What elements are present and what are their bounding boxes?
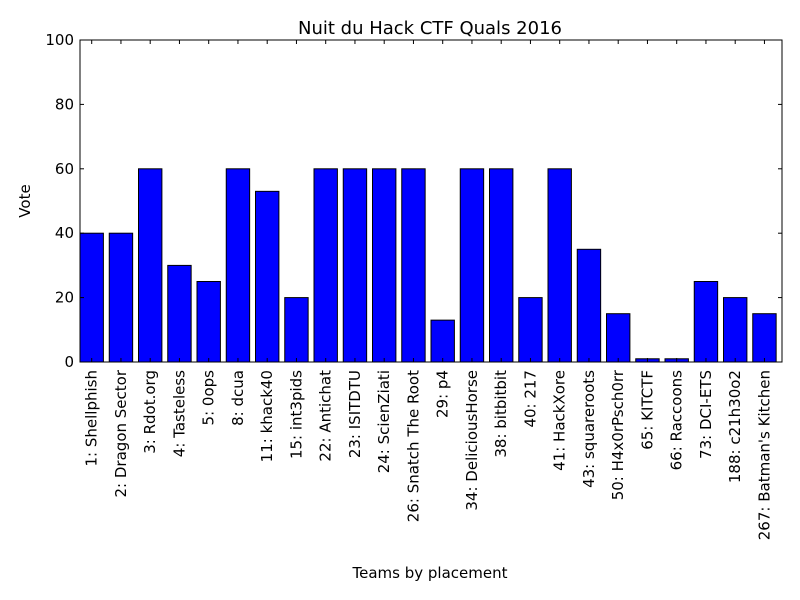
bar [547,168,572,363]
x-tick-label: 50: H4x0rPsch0rr [609,369,627,500]
chart-title: Nuit du Hack CTF Quals 2016 [298,18,562,39]
x-tick-label: 26: Snatch The Root [404,370,422,522]
bars-group [79,168,777,363]
y-tick-label: 80 [55,95,74,113]
bar [459,168,485,363]
x-tick-label: 66: Raccoons [668,370,686,471]
x-tick-label: 23: ISITDTU [346,370,364,458]
plot-frame [79,39,783,363]
bar [489,168,514,363]
y-axis-ticks: 0 20 40 60 80 100 [45,31,782,371]
bar [342,168,368,363]
bar [255,190,280,363]
x-tick-label: 4: Tasteless [170,370,188,457]
x-tick-label: 29: p4 [434,370,452,418]
bar [723,297,748,363]
y-tick-label: 40 [55,224,74,242]
y-tick-label: 0 [64,353,74,371]
x-tick-label: 3: Rdot.org [141,370,159,454]
bar [138,168,163,363]
x-tick-label: 267: Batman's Kitchen [755,370,773,540]
y-tick-label: 20 [55,289,74,307]
x-tick-label: 5: 0ops [200,370,218,426]
y-axis-label: Vote [16,184,34,217]
bar [284,297,309,363]
y-tick-label: 100 [45,31,74,49]
x-tick-label: 1: Shellphish [83,370,101,466]
bar [196,281,221,363]
x-tick-label: 188: c21h30o2 [726,370,744,483]
bar [576,248,602,363]
bar [606,313,631,363]
x-tick-label: 34: DeliciousHorse [463,370,481,511]
x-tick-label: 22: Antichat [317,370,335,462]
bar [401,168,426,363]
x-tick-label: 38: bitbitbit [492,370,510,458]
bar [518,297,543,363]
x-tick-label: 2: Dragon Sector [112,369,130,497]
x-tick-label: 43: squareroots [580,370,598,488]
x-axis-label: Teams by placement [352,564,508,582]
bar [225,168,251,363]
bar [693,281,719,363]
y-tick-label: 60 [55,160,74,178]
bar [430,319,455,363]
x-tick-label: 73: DCI-ETS [697,370,715,459]
bar [167,264,192,363]
bar [108,232,134,363]
x-tick-label: 65: KITCTF [638,370,656,450]
bar [372,168,397,363]
x-tick-label: 41: HackXore [551,370,569,471]
x-tick-label: 40: 217 [521,370,539,428]
x-tick-label: 15: int3pids [287,370,305,459]
x-axis-ticks: 1: Shellphish 2: Dragon Sector 3: Rdot.org… [83,40,773,540]
x-tick-label: 8: dcua [229,370,247,426]
x-tick-label: 11: khack40 [258,370,276,462]
bar [752,313,777,363]
bar [313,168,338,363]
x-tick-label: 24: ScienZiati [375,370,393,473]
